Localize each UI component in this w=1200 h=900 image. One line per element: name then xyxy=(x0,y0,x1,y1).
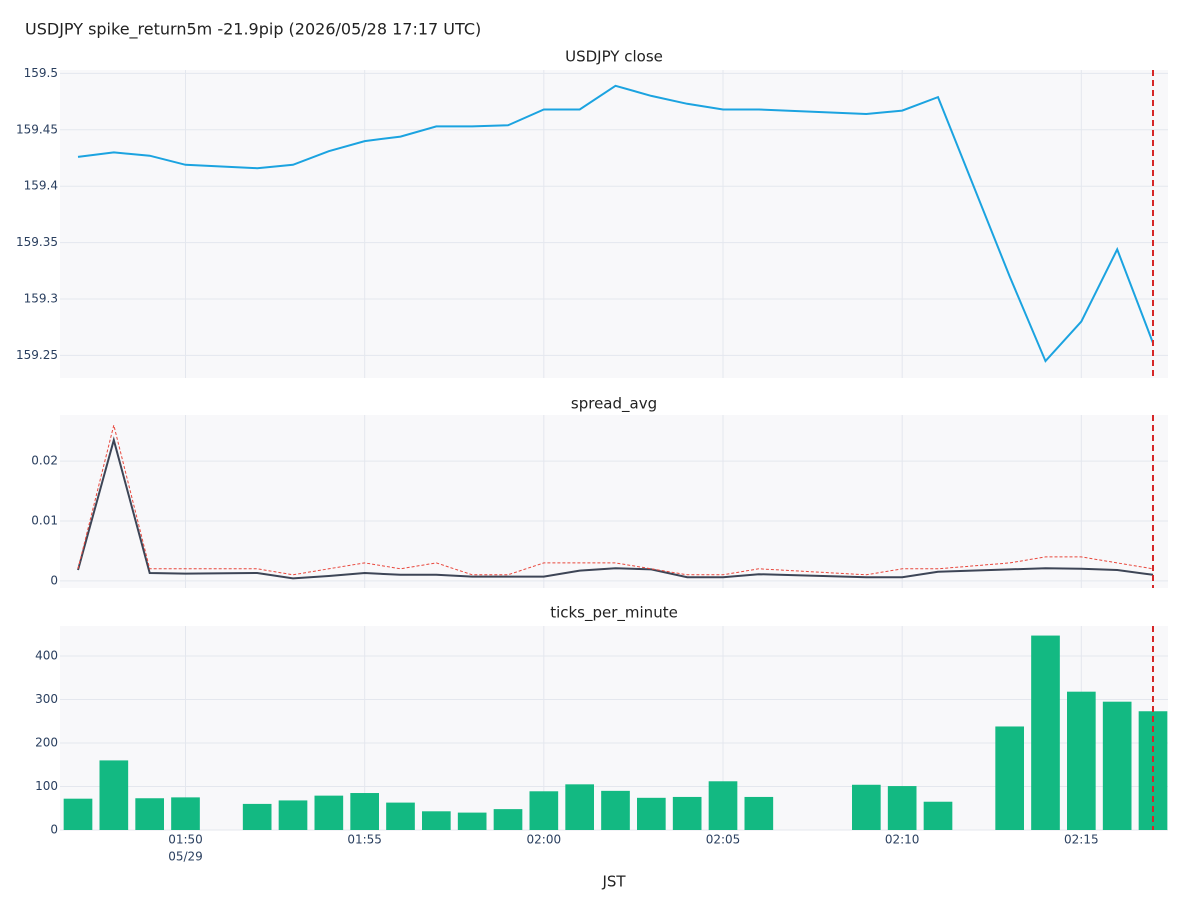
x-tick-label: 01:50 xyxy=(168,833,203,847)
x-tick-label: 02:10 xyxy=(885,833,920,847)
y-tick-label: 400 xyxy=(35,649,58,663)
bar xyxy=(63,798,93,830)
bar xyxy=(1067,691,1096,830)
bar xyxy=(135,798,164,830)
bar xyxy=(350,793,379,830)
y-tick-label: 159.3 xyxy=(24,292,58,306)
x-tick-label: 02:05 xyxy=(706,833,741,847)
y-tick-label: 159.5 xyxy=(24,66,58,80)
bar xyxy=(708,781,738,830)
series-line xyxy=(77,436,1154,580)
y-tick-label: 159.45 xyxy=(16,122,58,136)
bar xyxy=(1031,635,1060,830)
subplot-title: spread_avg xyxy=(571,395,657,414)
x-tick-label: 01:55 xyxy=(347,833,382,847)
bar xyxy=(601,790,630,830)
plot-area xyxy=(60,70,1168,378)
y-tick-label: 159.4 xyxy=(24,179,58,193)
bar xyxy=(171,797,200,830)
bar xyxy=(637,797,666,830)
series-line xyxy=(77,84,1154,363)
y-tick-label: 0 xyxy=(50,823,58,837)
bar xyxy=(386,802,415,830)
x-tick-label: 02:00 xyxy=(527,833,562,847)
bar xyxy=(923,801,953,830)
y-tick-label: 0 xyxy=(50,573,58,587)
y-tick-label: 300 xyxy=(35,692,58,706)
series-line xyxy=(77,425,1154,576)
bar xyxy=(565,784,594,830)
bar xyxy=(1102,701,1132,830)
plot-area xyxy=(60,415,1168,588)
subplot-title: USDJPY close xyxy=(565,48,663,66)
bar xyxy=(314,795,344,830)
bar xyxy=(529,791,559,830)
y-tick-label: 159.25 xyxy=(16,348,58,362)
bar xyxy=(457,812,487,830)
bar xyxy=(995,726,1024,830)
y-tick-label: 0.02 xyxy=(31,454,58,468)
subplot-title: ticks_per_minute xyxy=(550,604,678,623)
bar xyxy=(493,809,523,830)
y-tick-label: 0.01 xyxy=(31,513,58,527)
x-tick-label: 02:15 xyxy=(1064,833,1099,847)
y-tick-label: 200 xyxy=(35,736,58,750)
x-date-label: 05/29 xyxy=(168,850,203,864)
bar xyxy=(672,796,702,830)
bar xyxy=(99,760,129,830)
page-title: USDJPY spike_return5m -21.9pip (2026/05/… xyxy=(25,20,481,40)
bar xyxy=(887,786,917,830)
bar xyxy=(422,811,451,830)
bar xyxy=(242,803,272,830)
bar xyxy=(852,784,881,830)
bar xyxy=(278,800,308,830)
y-tick-label: 100 xyxy=(35,779,58,793)
bar xyxy=(744,796,774,830)
y-tick-label: 159.35 xyxy=(16,235,58,249)
x-axis-label: JST xyxy=(601,873,626,891)
